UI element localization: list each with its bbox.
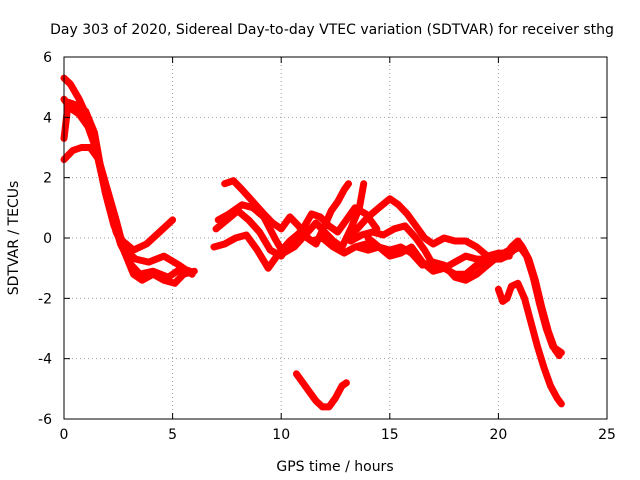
y-tick-label: -6 <box>38 412 52 428</box>
series-arc-4 <box>60 144 198 287</box>
y-tick-label: 2 <box>43 171 52 187</box>
series-arc-7 <box>212 204 381 260</box>
series-arc-8 <box>210 228 381 272</box>
x-tick-label: 5 <box>168 427 177 443</box>
x-tick-label: 25 <box>598 427 616 443</box>
x-tick-label: 0 <box>60 427 69 443</box>
plot-frame <box>63 56 608 420</box>
y-axis-label: SDTVAR / TECUs <box>6 181 22 296</box>
series-arc-14 <box>497 243 565 357</box>
x-axis-label: GPS time / hours <box>276 459 393 475</box>
series-layer <box>60 74 565 411</box>
chart-title: Day 303 of 2020, Sidereal Day-to-day VTE… <box>50 22 614 38</box>
y-tick-label: -4 <box>38 352 52 368</box>
x-tick-label: 10 <box>272 427 290 443</box>
series-arc-12 <box>364 234 513 284</box>
series-arc-15 <box>494 279 565 408</box>
series-arc-16 <box>292 370 350 411</box>
grid <box>64 57 607 419</box>
axis-ticks: 0 5 10 15 20 25 -6 -4 -2 0 2 4 6 <box>38 50 616 443</box>
series-arc-5 <box>221 177 352 248</box>
y-tick-label: -2 <box>38 291 52 307</box>
x-tick-label: 15 <box>381 427 399 443</box>
x-tick-label: 20 <box>489 427 507 443</box>
series-arc-9 <box>342 195 511 260</box>
y-tick-label: 6 <box>43 50 52 66</box>
y-tick-label: 0 <box>43 231 52 247</box>
y-tick-label: 4 <box>43 110 52 126</box>
